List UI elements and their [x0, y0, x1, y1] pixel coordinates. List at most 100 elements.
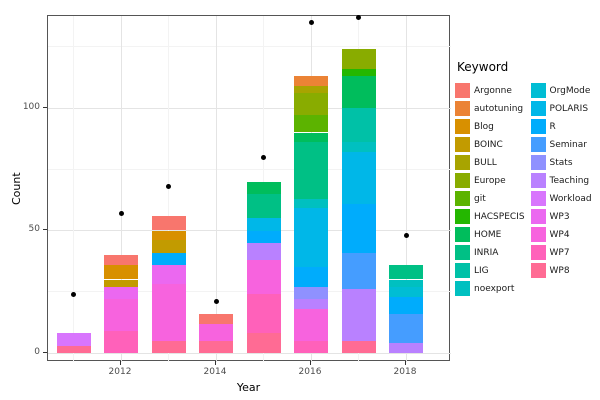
legend-item-INRIA[interactable]: INRIA — [455, 245, 525, 260]
data-point-2012[interactable] — [118, 210, 124, 216]
bar-segment-2016-R[interactable] — [294, 267, 328, 287]
legend-item-R[interactable]: R — [530, 119, 592, 134]
gridline-major-y100 — [48, 107, 451, 109]
y-axis-title: Count — [10, 172, 23, 205]
bar-segment-2015-INRIA[interactable] — [246, 193, 281, 219]
bar-segment-2017-HACSPECIS[interactable] — [341, 68, 376, 77]
bar-segment-2014-Argonne[interactable] — [199, 313, 233, 324]
data-point-2016[interactable] — [308, 19, 314, 25]
legend-item-Seminar[interactable]: Seminar — [530, 137, 592, 152]
bar-segment-2016-WP7[interactable] — [294, 340, 328, 353]
bar-segment-2016-Europe[interactable] — [294, 93, 328, 116]
legend-item-Argonne[interactable]: Argonne — [455, 83, 525, 98]
bar-segment-2013-BOINC[interactable] — [151, 240, 186, 253]
bar-segment-2012-WP7[interactable] — [104, 330, 138, 353]
bar-segment-2015-WP4[interactable] — [246, 259, 281, 295]
data-point-2011[interactable] — [71, 291, 76, 297]
bar-segment-2011-Workload[interactable] — [56, 333, 91, 346]
bar-segment-2015-WP7[interactable] — [246, 294, 281, 334]
legend-item-WP3[interactable]: WP3 — [530, 209, 592, 224]
bar-segment-2016-POLARIS[interactable] — [294, 208, 328, 268]
legend-item-autotuning[interactable]: autotuning — [455, 101, 525, 116]
bar-segment-2014-WP8[interactable] — [199, 340, 233, 353]
bar-segment-2018-Teaching[interactable] — [389, 343, 423, 353]
bar-segment-2016-BULL[interactable] — [294, 85, 328, 94]
bar-segment-2016-Teaching[interactable] — [294, 299, 328, 309]
bar-segment-2013-WP8[interactable] — [151, 340, 186, 353]
bar-segment-2012-BOINC[interactable] — [104, 279, 138, 287]
bar-segment-2017-LIG[interactable] — [341, 108, 376, 143]
legend-item-WP8[interactable]: WP8 — [530, 263, 592, 278]
legend-item-WP4[interactable]: WP4 — [530, 227, 592, 242]
bar-segment-2018-R[interactable] — [389, 296, 423, 314]
data-point-2017[interactable] — [356, 14, 361, 20]
bar-segment-2016-HOME[interactable] — [294, 132, 328, 143]
data-point-2015[interactable] — [261, 154, 266, 160]
legend-label-Europe: Europe — [474, 175, 506, 186]
bar-segment-2012-WP3[interactable] — [104, 286, 138, 300]
bar-segment-2015-Teaching[interactable] — [246, 242, 281, 260]
legend-label-Blog: Blog — [474, 121, 494, 132]
legend-item-Teaching[interactable]: Teaching — [530, 173, 592, 188]
legend-item-BULL[interactable]: BULL — [455, 155, 525, 170]
gridline-minor-y75 — [48, 168, 451, 170]
bar-segment-2013-R[interactable] — [151, 252, 186, 265]
legend-item-Europe[interactable]: Europe — [455, 173, 525, 188]
legend-swatch-WP8 — [530, 263, 546, 278]
legend-label-INRIA: INRIA — [474, 247, 499, 258]
legend-item-WP7[interactable]: WP7 — [530, 245, 592, 260]
bar-segment-2013-Argonne[interactable] — [151, 215, 186, 231]
bar-segment-2012-WP4[interactable] — [104, 299, 138, 331]
bar-segment-2013-Blog[interactable] — [151, 230, 186, 241]
legend-item-LIG[interactable]: LIG — [455, 263, 525, 278]
bar-segment-2017-HOME[interactable] — [341, 76, 376, 108]
bar-segment-2012-Argonne[interactable] — [104, 255, 138, 265]
bar-segment-2012-Blog[interactable] — [104, 264, 138, 280]
bar-segment-2017-R[interactable] — [341, 203, 376, 253]
legend-swatch-OrgMode — [530, 83, 546, 98]
legend-item-Stats[interactable]: Stats — [530, 155, 592, 170]
bar-segment-2015-HOME[interactable] — [246, 181, 281, 194]
legend-swatch-WP4 — [530, 227, 546, 242]
legend-item-Blog[interactable]: Blog — [455, 119, 525, 134]
bar-segment-2017-noexport[interactable] — [341, 142, 376, 153]
bar-segment-2014-WP4[interactable] — [199, 323, 233, 341]
legend-item-HOME[interactable]: HOME — [455, 227, 525, 242]
bar-segment-2011-WP8[interactable] — [56, 345, 91, 353]
bar-segment-2018-OrgMode[interactable] — [389, 286, 423, 297]
bar-segment-2017-POLARIS[interactable] — [341, 152, 376, 204]
legend-item-noexport[interactable]: noexport — [455, 281, 525, 296]
legend-item-Workload[interactable]: Workload — [530, 191, 592, 206]
bar-segment-2013-WP3[interactable] — [151, 264, 186, 285]
bar-segment-2016-noexport[interactable] — [294, 198, 328, 209]
bar-segment-2015-R[interactable] — [246, 230, 281, 243]
legend-item-BOINC[interactable]: BOINC — [455, 137, 525, 152]
bar-segment-2016-Stats[interactable] — [294, 286, 328, 300]
bar-segment-2016-INRIA[interactable] — [294, 142, 328, 199]
bar-segment-2016-autotuning[interactable] — [294, 76, 328, 86]
bar-segment-2017-Europe[interactable] — [341, 49, 376, 69]
legend-label-Stats: Stats — [549, 157, 573, 168]
bar-segment-2017-Teaching[interactable] — [341, 289, 376, 341]
legend-title: Keyword — [457, 60, 509, 74]
bar-segment-2016-WP4[interactable] — [294, 308, 328, 341]
bar-segment-2018-INRIA[interactable] — [389, 264, 423, 280]
bar-segment-2017-Seminar[interactable] — [341, 252, 376, 290]
data-point-2013[interactable] — [166, 183, 171, 189]
bar-segment-2016-git[interactable] — [294, 115, 328, 133]
bar-segment-2013-WP4[interactable] — [151, 284, 186, 341]
data-point-2014[interactable] — [213, 299, 219, 305]
legend-item-git[interactable]: git — [455, 191, 525, 206]
legend-item-OrgMode[interactable]: OrgMode — [530, 83, 592, 98]
legend-item-POLARIS[interactable]: POLARIS — [530, 101, 592, 116]
bar-segment-2015-POLARIS[interactable] — [246, 218, 281, 231]
data-point-2018[interactable] — [403, 232, 409, 238]
legend-item-HACSPECIS[interactable]: HACSPECIS — [455, 209, 525, 224]
bar-segment-2018-noexport[interactable] — [389, 279, 423, 287]
bar-segment-2015-WP8[interactable] — [246, 333, 281, 353]
legend-swatch-HACSPECIS — [455, 209, 470, 224]
bar-segment-2017-WP8[interactable] — [341, 340, 376, 353]
legend-swatch-noexport — [455, 281, 470, 296]
bar-segment-2018-Seminar[interactable] — [389, 313, 423, 344]
